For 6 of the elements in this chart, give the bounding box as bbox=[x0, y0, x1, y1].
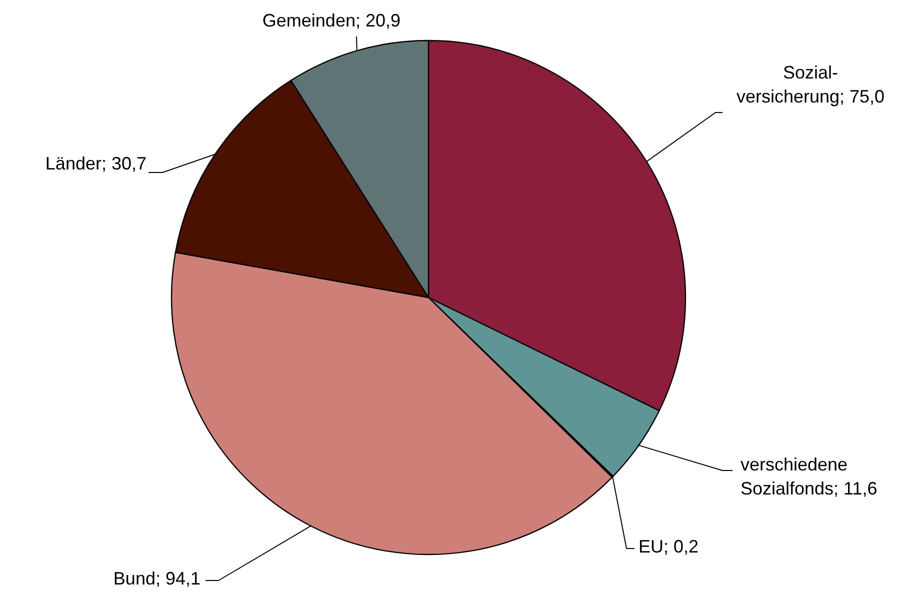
slice-label: Bund; 94,1 bbox=[113, 568, 201, 588]
slice-label: Sozial- versicherung; 75,0 bbox=[736, 62, 885, 106]
slice-label: EU; 0,2 bbox=[638, 536, 699, 556]
slice-label: verschiedene Sozialfonds; 11,6 bbox=[740, 454, 878, 498]
slice-label: Länder; 30,7 bbox=[45, 154, 147, 174]
slice-label: Gemeinden; 20,9 bbox=[262, 10, 400, 30]
